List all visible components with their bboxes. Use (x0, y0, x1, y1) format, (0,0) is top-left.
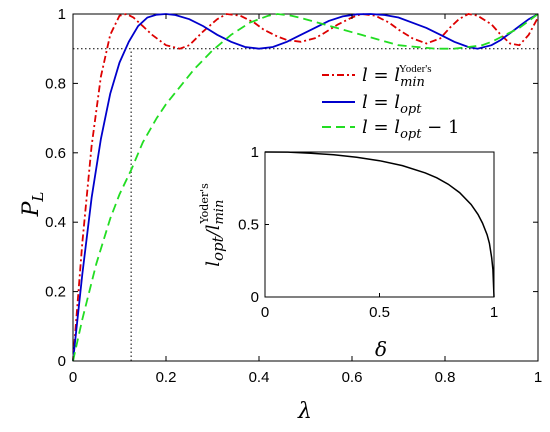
y-tick-label: 0.4 (45, 214, 66, 231)
inset-y-tick-label: 1 (251, 144, 259, 161)
inset-x-axis-label: δ (375, 337, 387, 361)
y-tick-label: 0.2 (45, 284, 66, 301)
main-tick-group: 0 0.2 0.4 0.6 0.8 1 0 0.2 0.4 0.6 0.8 1 (45, 6, 542, 386)
inset-x-tick-label: 0.5 (369, 304, 390, 321)
legend-label-red: l = lminYoder's (362, 63, 432, 90)
inset-x-tick-label: 0 (261, 304, 269, 321)
series-line-3 (72, 13, 539, 362)
inset-y-tick-label: 0.5 (238, 217, 259, 234)
legend-label-blue: l = lopt (362, 92, 422, 117)
inset-y-tick-label: 0 (251, 289, 259, 306)
x-tick-label: 0.8 (435, 369, 456, 386)
y-tick-label: 0.8 (45, 75, 66, 92)
legend: l = lminYoder's l = lopt l = lopt − 1 (322, 63, 459, 142)
series-line-1 (72, 13, 539, 362)
x-axis-label: λ (297, 399, 312, 424)
legend-label-green: l = lopt − 1 (362, 117, 459, 142)
series-line-2 (72, 13, 539, 362)
inset-plot-frame (264, 151, 495, 298)
x-tick-label: 0.6 (342, 369, 363, 386)
main-series-group (72, 13, 539, 362)
inset-y-axis-label: lopt/lminYoder's (198, 183, 227, 267)
x-tick-label: 0.2 (156, 369, 177, 386)
inset-series-group (264, 151, 495, 298)
reference-lines (73, 48, 538, 361)
y-tick-label: 0.6 (45, 145, 66, 162)
y-tick-label: 1 (58, 6, 66, 23)
inset-x-tick-label: 1 (490, 304, 498, 321)
x-tick-label: 0 (69, 369, 77, 386)
y-tick-label: 0 (58, 353, 66, 370)
x-tick-label: 0.4 (249, 369, 270, 386)
y-axis-label: PL (19, 192, 47, 218)
inset-series-line-1 (264, 151, 495, 298)
inset-tick-group: 0 0.5 1 0 0.5 1 (238, 144, 498, 321)
x-tick-label: 1 (534, 369, 542, 386)
